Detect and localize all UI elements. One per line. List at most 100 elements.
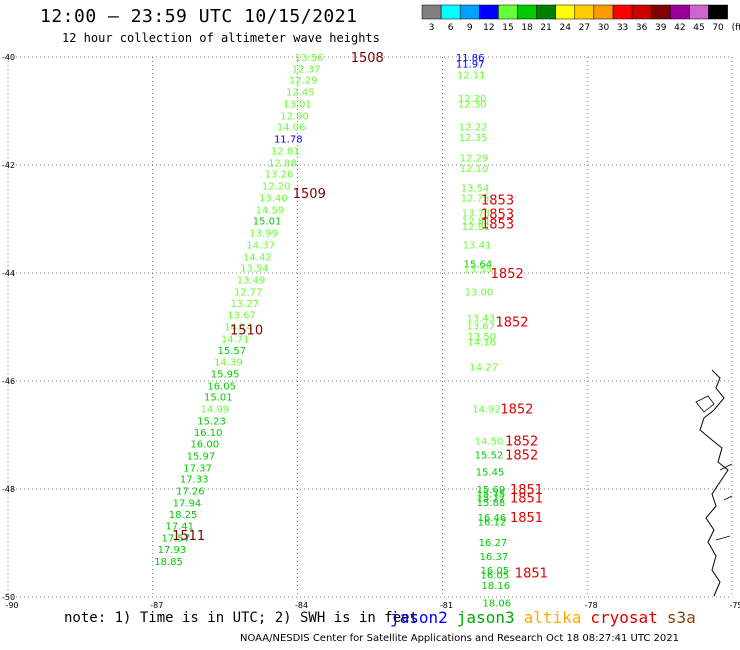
swh-value-label: 13.55 [464,265,493,276]
legend-swatch [440,4,461,20]
y-tick-label: -42 [2,161,15,170]
legend-swatch [612,4,633,20]
swh-value-label: 16.10 [194,428,223,439]
swh-value-label: 13.56 [295,53,324,64]
legend-swatch [517,4,537,20]
swh-value-label: 12.20 [458,94,487,105]
legend-swatch [631,4,652,20]
swh-value-label: 15.64 [464,259,493,270]
legend-swatch [479,4,499,20]
swh-value-label: 15.01 [204,393,233,404]
legend-bin-label: 9 [467,23,473,33]
swh-value-label: 17.33 [180,475,209,486]
swh-value-label: 12.75 [461,193,490,204]
swh-value-label: 16.00 [190,440,219,451]
x-tick-label: -75 [729,601,740,610]
swh-value-label: 13.01 [283,99,312,110]
swh-value-label: 12.30 [458,99,487,110]
legend-bin-label: 24 [560,23,572,33]
swh-value-label: 15.88 [477,498,506,509]
swh-value-label: 14.16 [467,338,496,349]
coastline-shape [699,369,729,597]
time-label: 1852 [505,434,538,449]
swh-value-label: 14.37 [246,240,275,251]
swh-value-label: 13.49 [237,275,266,286]
swh-value-label: 17.41 [165,522,194,533]
swh-value-label: 13.67 [467,321,496,332]
y-tick-label: -44 [2,269,15,278]
y-tick-label: -46 [2,377,15,386]
footer-credit: NOAA/NESDIS Center for Satellite Applica… [240,633,679,644]
swh-value-label: 15.52 [475,450,504,461]
legend-bin-label: 3 [429,23,435,33]
x-tick-label: -84 [295,601,308,610]
swh-value-label: 14.59 [256,205,285,216]
swh-value-label: 15.95 [211,369,240,380]
page-subtitle: 12 hour collection of altimeter wave hei… [62,31,380,45]
swh-value-label: 11.86 [456,53,485,64]
time-label: 1852 [491,267,524,282]
y-tick-label: -50 [2,593,15,602]
legend-bin-label: 27 [579,23,590,33]
swh-value-label: 13.67 [227,311,256,322]
legend-bin-label: 6 [448,23,454,33]
swh-value-label: 16.12 [478,517,507,528]
time-label: 1852 [500,403,533,418]
swh-value-label: 15.45 [476,468,505,479]
time-label: 1509 [293,187,326,202]
swh-value-label: 13.54 [240,264,269,275]
swh-value-label: 17.94 [173,499,202,510]
swh-value-label: 14.14 [224,322,253,333]
swh-value-label: 12.81 [462,217,491,228]
time-label: 1853 [481,194,514,209]
legend-bin-label: 15 [502,23,513,33]
swh-value-label: 13.41 [463,240,492,251]
x-tick-label: -81 [440,601,453,610]
x-tick-label: -87 [150,601,163,610]
swh-value-label: 13.54 [461,184,490,195]
swh-value-label: 18.16 [481,581,510,592]
swh-value-label: 16.05 [481,570,510,581]
legend-swatch [593,4,614,20]
swh-value-label: 12.35 [459,133,488,144]
x-tick-label: -78 [585,601,598,610]
swh-value-label: 17.93 [158,545,187,556]
swh-value-label: 16.27 [479,538,508,549]
satellite-name: altika [523,608,582,627]
time-label: 1853 [481,208,514,223]
coastline-island [695,395,715,413]
swh-value-label: 16.05 [481,566,510,577]
swh-value-label: 12.10 [460,164,489,175]
x-tick-label: -90 [5,601,18,610]
swh-value-label: 12.90 [280,111,309,122]
time-label: 1853 [481,217,514,232]
legend-swatch [498,4,518,20]
coastline-inlets [715,463,733,541]
swh-value-label: 12.29 [460,153,489,164]
swh-value-label: 15.57 [217,346,246,357]
time-label: 1851 [510,492,543,507]
swh-value-label: 15.77 [477,494,506,505]
swh-value-label: 12.29 [289,76,318,87]
legend-bin-label: 70 [712,23,724,33]
time-label: 1510 [230,324,263,339]
swh-value-label: 14.27 [469,362,498,373]
satellite-name: cryosat [590,608,658,627]
swh-value-label: 13.27 [231,299,260,310]
swh-value-label: 12.88 [268,158,297,169]
swh-value-label: 11.78 [274,135,303,146]
time-label: 1852 [495,316,528,331]
satellite-legend: jason2 jason3 altika cryosat s3a [390,608,705,627]
legend-swatch [670,4,690,20]
swh-value-label: 12.45 [286,88,315,99]
swh-value-label: 18.25 [169,510,198,521]
swh-value-label: 14.92 [472,405,501,416]
swh-value-label: 12.81 [462,222,491,233]
swh-value-label: 17.37 [183,463,212,474]
swh-value-label: 13.40 [259,193,288,204]
swh-value-label: 14.99 [201,405,230,416]
legend-bin-label: 12 [483,23,494,33]
legend-swatch [536,4,556,20]
legend-bin-label: 21 [540,23,551,33]
